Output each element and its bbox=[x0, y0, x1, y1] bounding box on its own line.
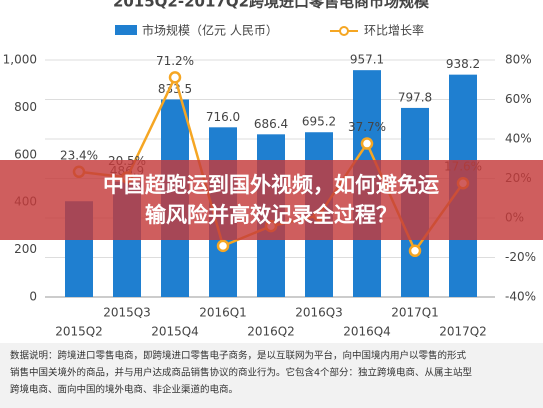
y-tick-label: 1,000 bbox=[3, 53, 37, 67]
line-marker bbox=[408, 244, 422, 258]
y-tick-label: 600 bbox=[14, 147, 37, 161]
y2-tick-label: 40% bbox=[505, 132, 532, 146]
footnote-line: 销售中国关境外的商品，并与用户达成商品销售协议的商业行为。它包含4个部分：独立跨… bbox=[10, 367, 473, 379]
footnote-line: 跨境电商、面向中国的境外电商、非企业渠道的电商。 bbox=[10, 384, 238, 396]
y-tick-label: 200 bbox=[14, 242, 37, 256]
x-tick-label: 2016Q1 bbox=[199, 306, 247, 320]
footnote-line: 数据说明：跨境进口零售电商，即跨境进口零售电子商务，是以互联网为平台，向中国境内… bbox=[10, 350, 467, 362]
banner-text: 中国超跑运到国外视频，如何避免运 bbox=[103, 173, 439, 197]
legend-swatch bbox=[115, 25, 137, 35]
banner-bg bbox=[0, 160, 543, 240]
legend-label: 环比增长率 bbox=[364, 23, 424, 38]
x-tick-label: 2015Q4 bbox=[151, 325, 199, 339]
line-value-label: 37.7% bbox=[348, 120, 386, 134]
line-value-label: 71.2% bbox=[156, 54, 194, 68]
bar-value-label: 686.4 bbox=[254, 117, 288, 131]
line-value-label: 23.4% bbox=[60, 148, 98, 162]
bar-value-label: 716.0 bbox=[206, 110, 240, 124]
chart-title: 2015Q2-2017Q2跨境进口零售电商市场规模 bbox=[113, 0, 430, 11]
footnote-bg bbox=[0, 343, 543, 408]
x-tick-label: 2015Q3 bbox=[103, 306, 151, 320]
x-tick-label: 2017Q2 bbox=[439, 325, 487, 339]
y2-tick-label: 60% bbox=[505, 92, 532, 106]
x-tick-label: 2016Q4 bbox=[343, 325, 391, 339]
y-tick-label: 0 bbox=[29, 290, 37, 304]
line-marker bbox=[168, 71, 182, 84]
y2-tick-label: -20% bbox=[505, 250, 536, 264]
y2-tick-label: 80% bbox=[505, 53, 532, 67]
bar-value-label: 957.1 bbox=[350, 53, 384, 67]
x-tick-label: 2017Q1 bbox=[391, 306, 439, 320]
legend-label: 市场规模（亿元 人民币） bbox=[142, 23, 278, 38]
line-marker bbox=[360, 137, 374, 150]
bar-value-label: 797.8 bbox=[398, 90, 432, 104]
x-tick-label: 2015Q2 bbox=[55, 325, 103, 339]
x-tick-label: 2016Q2 bbox=[247, 325, 295, 339]
bar-value-label: 938.2 bbox=[446, 57, 480, 71]
bar-value-label: 833.5 bbox=[158, 82, 192, 96]
bar-value-label: 695.2 bbox=[302, 115, 336, 129]
y2-tick-label: -40% bbox=[505, 290, 536, 304]
y-tick-label: 800 bbox=[14, 100, 37, 114]
legend-swatch bbox=[339, 26, 349, 36]
x-tick-label: 2016Q3 bbox=[295, 306, 343, 320]
banner-text: 输风险并高效记录全过程？ bbox=[145, 203, 397, 227]
line-marker bbox=[216, 239, 230, 253]
